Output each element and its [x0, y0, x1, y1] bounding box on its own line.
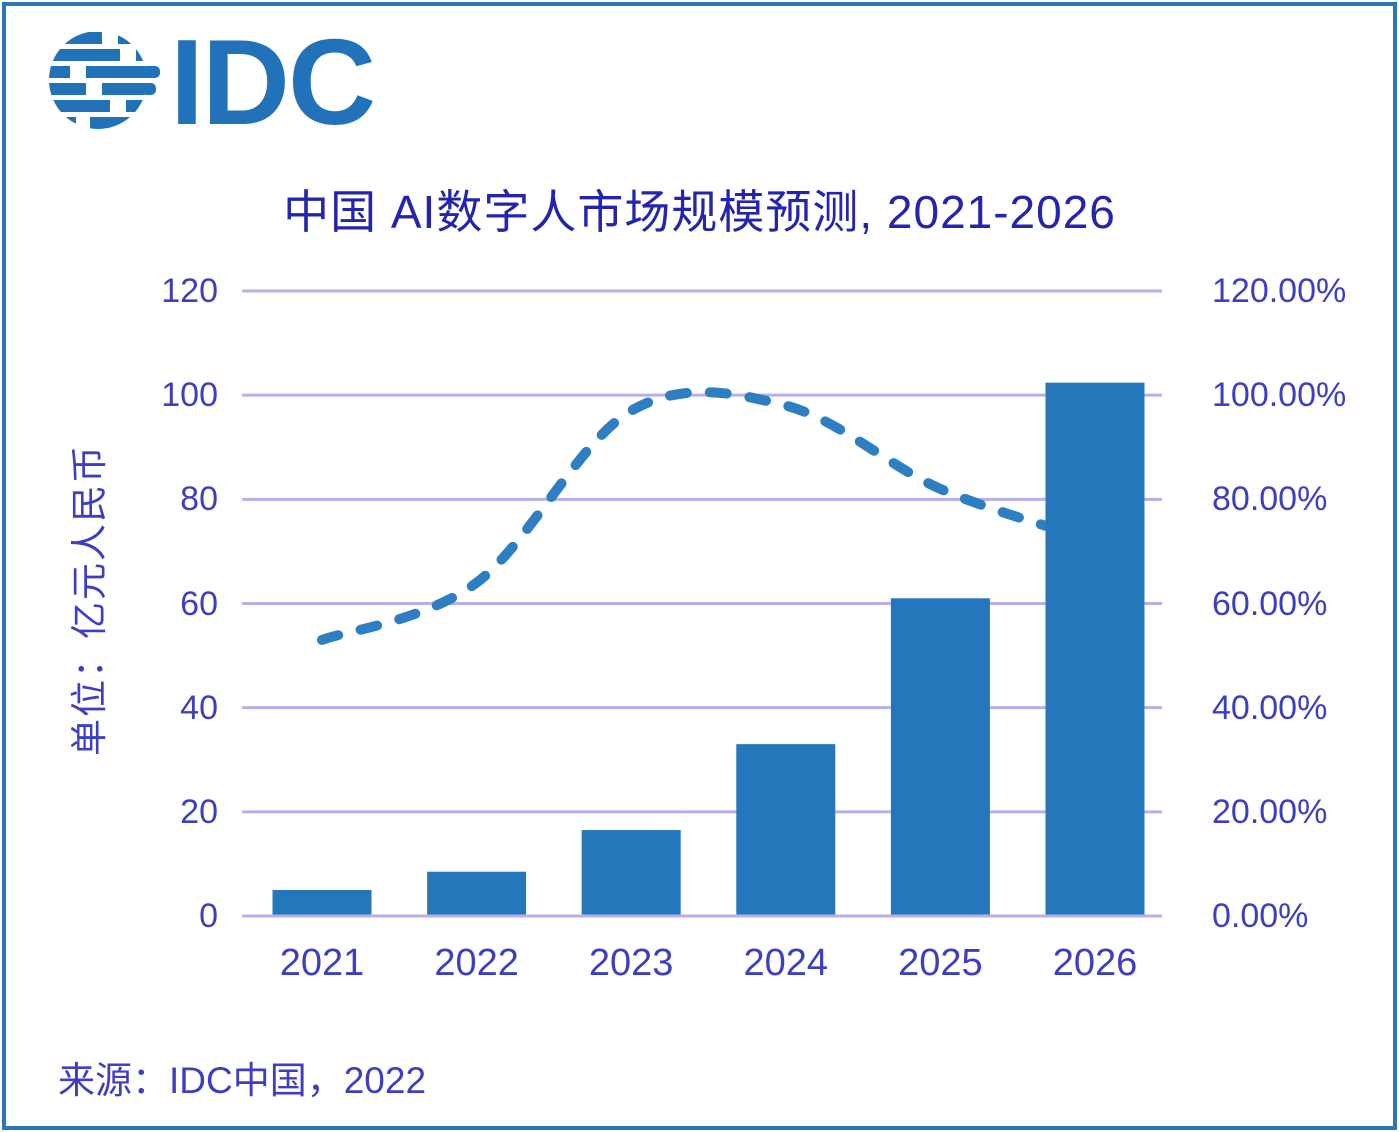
bar-2021 — [272, 889, 372, 916]
left-tick-label: 0 — [199, 897, 218, 935]
right-tick-label: 60.00% — [1212, 584, 1328, 623]
bar-2022 — [427, 871, 527, 916]
x-axis-label-2022: 2022 — [434, 942, 519, 984]
bar-2023 — [581, 830, 681, 916]
left-tick-label: 20 — [180, 792, 218, 831]
x-axis-label-2024: 2024 — [743, 942, 829, 984]
x-axis-label-2021: 2021 — [279, 942, 365, 984]
idc-logo: IDC — [49, 18, 376, 142]
right-tick-label: 0.00% — [1212, 897, 1309, 935]
left-tick-label: 80 — [180, 480, 218, 519]
left-tick-label: 40 — [180, 688, 218, 727]
left-tick-label: 120 — [161, 272, 218, 310]
x-axis-label-2026: 2026 — [1052, 942, 1138, 984]
chart-title: 中国 AI数字人市场规模预测, 2021-2026 — [283, 186, 1116, 238]
source-note: 来源：IDC中国，2022 — [58, 1060, 427, 1101]
right-tick-label: 100.00% — [1212, 376, 1347, 415]
right-tick-label: 20.00% — [1212, 792, 1328, 831]
bar-2026 — [1045, 382, 1145, 917]
x-axis-label-2025: 2025 — [898, 942, 983, 984]
left-tick-label: 60 — [180, 584, 218, 623]
bar-2024 — [736, 744, 836, 916]
right-tick-label: 40.00% — [1212, 688, 1328, 727]
growth-rate-line — [317, 387, 1100, 645]
right-tick-label: 120.00% — [1212, 272, 1347, 310]
bar-2025 — [890, 598, 990, 916]
left-tick-label: 100 — [161, 376, 218, 415]
idc-logo-text: IDC — [170, 18, 374, 142]
right-tick-label: 80.00% — [1212, 480, 1328, 519]
x-axis-label-2023: 2023 — [588, 942, 674, 984]
